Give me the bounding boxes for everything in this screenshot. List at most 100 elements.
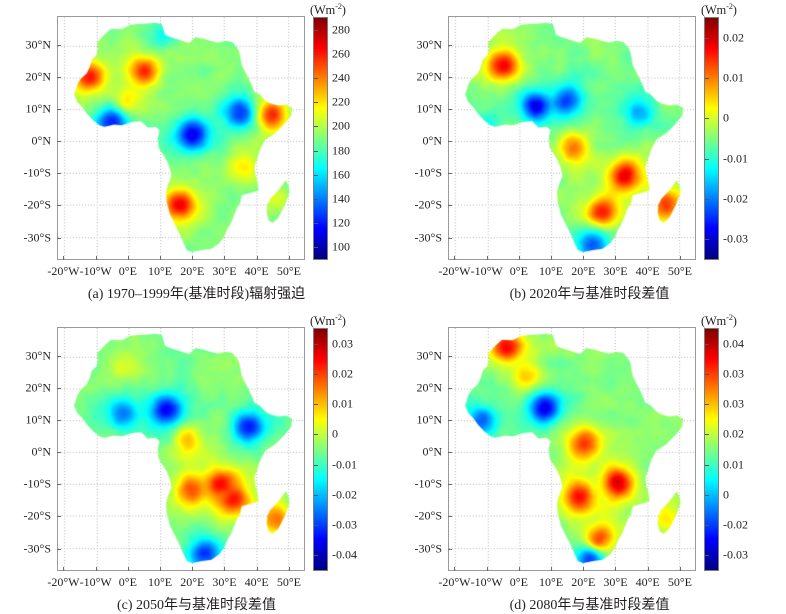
y-axis-tick-label: -30°S <box>23 230 51 245</box>
y-axis-tick-mark <box>57 452 61 454</box>
unit-label-d: (Wm-2) <box>701 312 737 329</box>
x-axis-tick-label: 20°E <box>180 264 205 278</box>
y-axis-tick-mark <box>57 237 61 239</box>
colorbar-tick-label: 0.01 <box>723 70 744 85</box>
x-axis-tick-mark <box>583 256 585 260</box>
x-axis-tick-label: 0°E <box>118 575 137 589</box>
colorbar-tick-label: -0.03 <box>723 547 748 562</box>
colorbar-tick-mark <box>313 150 318 152</box>
colorbar-d: 0.04 0.03 0.03 0.02 0.01 0 -0.02 -0.03 <box>704 328 748 571</box>
y-axis-tick-mark <box>57 77 61 78</box>
x-axis-tick-mark <box>63 256 65 260</box>
x-axis-tick-mark <box>288 567 290 571</box>
colorbar-gradient <box>705 329 718 570</box>
y-axis-tick-mark <box>448 109 452 111</box>
y-axis-tick-mark <box>57 205 61 207</box>
colorbar-tick-mark <box>313 554 318 556</box>
x-axis-tick-label: 50°E <box>276 575 301 589</box>
y-axis-tick-mark <box>57 173 61 175</box>
colorbar-tick-mark <box>704 524 709 526</box>
colorbar-tick-label: 0.01 <box>723 457 744 472</box>
colorbar-tick-label: 0.03 <box>723 396 744 411</box>
y-axis-tick-mark <box>448 77 452 78</box>
y-axis-tick-mark <box>448 237 452 239</box>
x-axis-tick-label: -10°W <box>79 264 112 278</box>
colorbar-tick-label: -0.03 <box>332 517 357 532</box>
colorbar-tick-mark <box>313 222 318 224</box>
unit-label-c: (Wm-2) <box>310 312 346 329</box>
y-axis-tick-mark <box>448 420 452 422</box>
x-axis-tick-mark <box>160 567 162 571</box>
colorbar-tick-label: -0.01 <box>332 457 357 472</box>
colorbar-tick-label: 0.01 <box>332 396 353 411</box>
colorbar-tick-label: 0 <box>723 487 729 502</box>
colorbar-tick-mark <box>313 494 318 496</box>
colorbar-tick-label: -0.01 <box>723 151 748 166</box>
x-axis-tick-label: 10°E <box>538 264 564 278</box>
x-axis-tick-label: 50°E <box>276 264 301 278</box>
y-axis-tick-label: 10°N <box>416 412 442 427</box>
colorbar-tick-label: 0.03 <box>332 336 353 351</box>
colorbar-tick-label: 260 <box>332 46 350 61</box>
y-axis-tick-label: -20°S <box>23 508 51 523</box>
panel-caption-d: (d) 2080年与基准时段差值 <box>509 598 670 613</box>
panel-b: (Wm-2) 0.02 0.01 0 -0.01 -0.02 -0.03 (b) 2020… <box>393 0 786 306</box>
colorbar-tick-label: -0.02 <box>332 487 357 502</box>
y-axis-tick-label: 30°N <box>25 37 51 52</box>
unit-label-a: (Wm-2) <box>310 1 346 18</box>
colorbar-tick-label: 180 <box>332 143 350 158</box>
colorbar-tick-mark <box>704 158 709 160</box>
panel-caption-a: (a) 1970–1999年(基准时段)辐射强迫 <box>87 287 306 302</box>
x-axis-tick-mark <box>63 567 65 571</box>
y-axis-tick-label: 10°N <box>25 412 51 427</box>
y-axis-tick-label: 0°N <box>31 444 51 459</box>
colorbar-tick-mark <box>704 464 709 466</box>
y-axis-tick-label: 20°N <box>416 69 442 84</box>
x-axis-tick-mark <box>95 256 97 260</box>
x-axis-tick-label: 10°E <box>147 575 173 589</box>
colorbar-tick-label: 0 <box>723 110 729 125</box>
y-axis-tick-label: 20°N <box>25 69 51 84</box>
y-axis-tick-label: -30°S <box>23 541 51 556</box>
y-axis-tick-mark <box>448 141 452 143</box>
x-axis-tick-label: -20°W <box>438 575 471 589</box>
panel-caption-c: (c) 2050年与基准时段差值 <box>116 598 277 613</box>
x-axis-tick-label: 30°E <box>212 264 237 278</box>
colorbar-tick-mark <box>704 198 709 200</box>
y-axis-tick-label: 30°N <box>416 348 442 363</box>
x-axis-tick-mark <box>95 567 97 571</box>
colorbar-gradient <box>314 329 327 570</box>
y-axis-tick-label: -10°S <box>414 165 442 180</box>
y-axis-tick-mark <box>57 109 61 111</box>
colorbar-tick-label: 220 <box>332 94 350 109</box>
colorbar-tick-mark <box>704 78 709 80</box>
x-axis-tick-label: 30°E <box>212 575 237 589</box>
colorbar-tick-mark <box>313 344 318 346</box>
y-axis-tick-label: 0°N <box>31 133 51 148</box>
y-axis-tick-mark <box>57 548 61 550</box>
y-axis-tick-label: -10°S <box>23 165 51 180</box>
x-axis-tick-mark <box>679 256 681 260</box>
y-axis-tick-label: -20°S <box>414 197 442 212</box>
colorbar-tick-mark <box>313 246 318 248</box>
colorbar-tick-label: 160 <box>332 167 350 182</box>
y-axis-tick-mark <box>448 484 452 486</box>
colorbar-tick-mark <box>704 344 709 346</box>
x-axis-tick-mark <box>486 567 488 571</box>
colorbar-tick-label: 280 <box>332 22 350 37</box>
x-axis-tick-label: -20°W <box>47 264 80 278</box>
y-axis-tick-label: -30°S <box>414 230 442 245</box>
x-axis-tick-mark <box>551 256 553 260</box>
y-axis-tick-mark <box>57 44 61 46</box>
x-axis-tick-label: 30°E <box>603 264 628 278</box>
colorbar-tick-label: 120 <box>332 215 350 230</box>
colorbar-tick-label: 0 <box>332 426 338 441</box>
map-plot-area-a <box>57 16 305 260</box>
x-axis-tick-mark <box>615 256 617 260</box>
y-axis-tick-mark <box>448 516 452 518</box>
unit-label-b: (Wm-2) <box>701 1 737 18</box>
x-axis-tick-mark <box>224 256 226 260</box>
colorbar-tick-mark <box>704 554 709 556</box>
y-axis-tick-label: 0°N <box>422 444 442 459</box>
